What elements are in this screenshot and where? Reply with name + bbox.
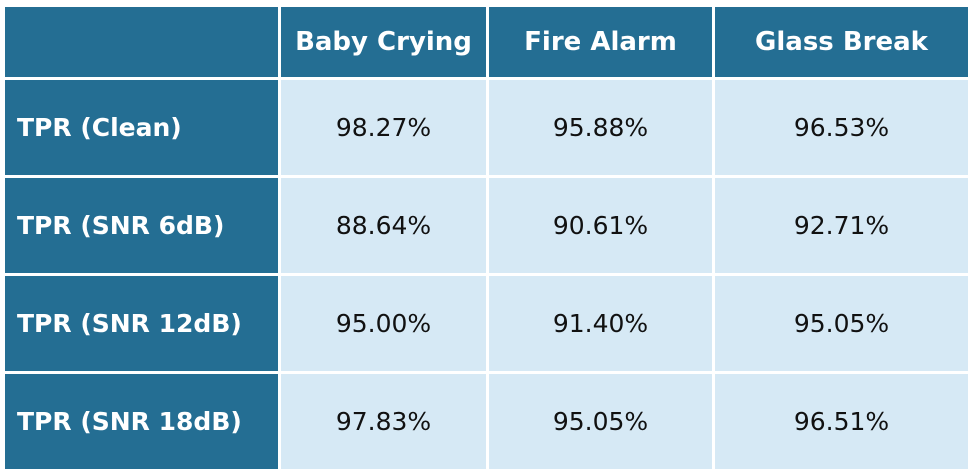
- table-cell: 92.71%: [712, 175, 970, 276]
- tpr-results-table: Baby Crying Fire Alarm Glass Break TPR (…: [2, 4, 970, 472]
- table-cell: 90.61%: [486, 175, 715, 276]
- row-header: TPR (SNR 12dB): [2, 273, 281, 374]
- table-cell: 96.53%: [712, 77, 970, 178]
- row-header: TPR (SNR 18dB): [2, 371, 281, 472]
- table-row: TPR (SNR 18dB) 97.83% 95.05% 96.51%: [2, 371, 970, 472]
- column-header-baby-crying: Baby Crying: [278, 4, 489, 80]
- table-row: TPR (Clean) 98.27% 95.88% 96.53%: [2, 77, 970, 178]
- table-cell: 95.05%: [486, 371, 715, 472]
- corner-cell: [2, 4, 281, 80]
- row-header: TPR (SNR 6dB): [2, 175, 281, 276]
- table-cell: 88.64%: [278, 175, 489, 276]
- table-cell: 95.05%: [712, 273, 970, 374]
- table-row: TPR (SNR 6dB) 88.64% 90.61% 92.71%: [2, 175, 970, 276]
- table-cell: 95.88%: [486, 77, 715, 178]
- column-header-fire-alarm: Fire Alarm: [486, 4, 715, 80]
- table-row: TPR (SNR 12dB) 95.00% 91.40% 95.05%: [2, 273, 970, 374]
- table-cell: 98.27%: [278, 77, 489, 178]
- table-cell: 96.51%: [712, 371, 970, 472]
- table-cell: 91.40%: [486, 273, 715, 374]
- results-table-container: Baby Crying Fire Alarm Glass Break TPR (…: [2, 4, 970, 472]
- column-header-glass-break: Glass Break: [712, 4, 970, 80]
- table-cell: 95.00%: [278, 273, 489, 374]
- row-header: TPR (Clean): [2, 77, 281, 178]
- table-cell: 97.83%: [278, 371, 489, 472]
- header-row: Baby Crying Fire Alarm Glass Break: [2, 4, 970, 80]
